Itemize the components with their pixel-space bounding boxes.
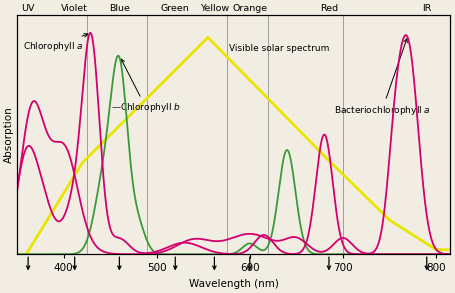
Text: Chlorophyll $a$: Chlorophyll $a$ bbox=[22, 34, 88, 53]
Text: Visible solar spectrum: Visible solar spectrum bbox=[229, 44, 329, 53]
X-axis label: Wavelength (nm): Wavelength (nm) bbox=[188, 279, 278, 289]
Text: Bacteriochlorophyll $a$: Bacteriochlorophyll $a$ bbox=[333, 39, 430, 117]
Text: —Chlorophyll $b$: —Chlorophyll $b$ bbox=[111, 59, 181, 115]
Y-axis label: Absorption: Absorption bbox=[4, 106, 14, 163]
